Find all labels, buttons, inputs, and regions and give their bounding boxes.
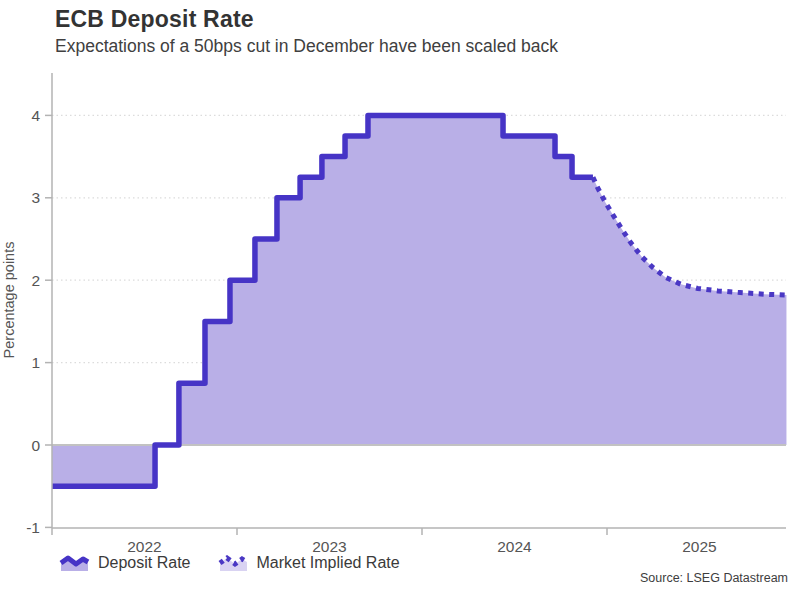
y-tick-label: 1 bbox=[31, 354, 40, 371]
legend-label: Deposit Rate bbox=[98, 554, 191, 572]
deposit-rate-swatch-icon bbox=[58, 553, 90, 573]
x-tick-label: 2025 bbox=[682, 538, 716, 555]
y-tick-label: 4 bbox=[31, 107, 40, 124]
y-tick-label: 0 bbox=[31, 437, 40, 454]
market-implied-swatch-icon bbox=[217, 553, 249, 573]
source-note: Source: LSEG Datastream bbox=[640, 571, 788, 585]
y-tick-label: -1 bbox=[26, 519, 40, 536]
chart-subtitle: Expectations of a 50bps cut in December … bbox=[55, 36, 558, 57]
y-tick-label: 3 bbox=[31, 189, 40, 206]
x-tick-label: 2024 bbox=[497, 538, 532, 555]
legend-item-market-implied-rate: Market Implied Rate bbox=[217, 553, 400, 573]
chart-card: -1012342022202320242025Percentage points… bbox=[0, 0, 801, 601]
legend-label: Market Implied Rate bbox=[257, 554, 400, 572]
area-fill bbox=[52, 115, 786, 486]
y-axis-title: Percentage points bbox=[1, 242, 17, 359]
deposit-rate-chart: -1012342022202320242025Percentage points bbox=[0, 0, 801, 601]
chart-title: ECB Deposit Rate bbox=[55, 6, 254, 33]
legend-item-deposit-rate: Deposit Rate bbox=[58, 553, 191, 573]
y-tick-label: 2 bbox=[31, 272, 40, 289]
legend: Deposit Rate Market Implied Rate bbox=[58, 553, 400, 573]
